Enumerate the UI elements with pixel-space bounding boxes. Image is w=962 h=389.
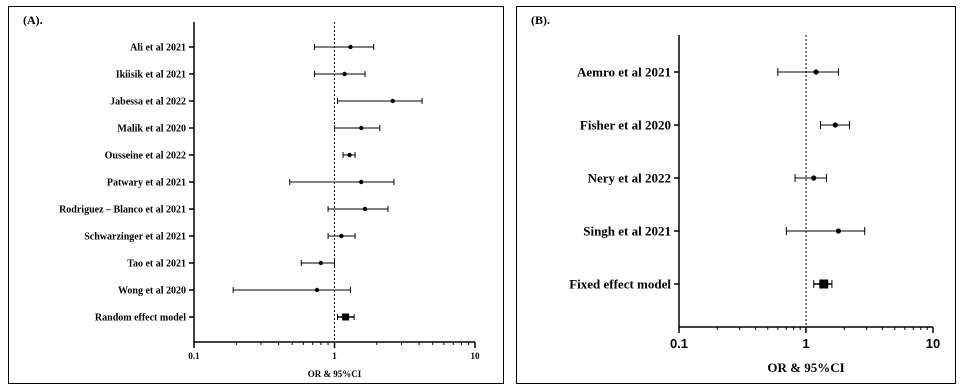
- study-label: Wong et al 2020: [118, 286, 186, 297]
- point-estimate-marker: [835, 228, 842, 234]
- point-estimate-marker: [359, 179, 364, 185]
- x-tick-label: 1: [802, 336, 809, 351]
- x-tick-label: 10: [471, 351, 481, 361]
- point-estimate-marker: [359, 125, 364, 131]
- study-label: Fisher et al 2020: [580, 118, 671, 133]
- panel-label: (A).: [23, 13, 43, 27]
- point-estimate-marker: [362, 206, 368, 212]
- forest-plot-panel-b: (B). 0.1 1 10 OR & 95%CI Aemro et al 2021 Fis…: [516, 6, 956, 384]
- x-tick-label: 10: [926, 336, 940, 351]
- point-estimate-marker: [347, 152, 352, 158]
- study-label: Malik et al 2020: [117, 124, 186, 135]
- panel-label: (B).: [531, 13, 550, 27]
- x-tick-label: 0.1: [670, 336, 688, 351]
- study-label: Singh et al 2021: [583, 224, 671, 239]
- study-label: Ikiisik et al 2021: [116, 70, 186, 81]
- study-label: Jabessa et al 2022: [110, 97, 186, 108]
- study-label: Tao et al 2021: [127, 259, 186, 270]
- forest-plot-b: 0.1 1 10 OR & 95%CI Aemro et al 2021 Fisher e…: [569, 35, 940, 375]
- study-label: Ousseine et al 2022: [105, 151, 186, 162]
- point-estimate-marker: [813, 69, 819, 75]
- pooled-estimate-marker: [342, 313, 350, 321]
- study-label: Patwary et al 2021: [107, 178, 186, 189]
- point-estimate-marker: [342, 71, 347, 77]
- study-label: Ali et al 2021: [130, 43, 186, 54]
- pooled-estimate-marker: [819, 279, 829, 289]
- point-estimate-marker: [314, 287, 320, 293]
- point-estimate-marker: [348, 44, 353, 50]
- point-estimate-marker: [390, 98, 396, 104]
- point-estimate-marker: [339, 233, 344, 239]
- x-axis-label: OR & 95%CI: [767, 360, 844, 375]
- study-label: Nery et al 2022: [588, 171, 671, 186]
- study-label: Schwarzinger et al 2021: [84, 232, 186, 243]
- point-estimate-marker: [832, 122, 838, 128]
- forest-plot-a: 0.1 1 10 OR & 95%CI Ali et al 2021 Ikiisik et…: [59, 22, 481, 379]
- point-estimate-marker: [318, 260, 324, 266]
- forest-plot-panel-a: (A). 0.1 1 10 OR & 95%CI Ali et al 2021 Ikiis…: [8, 6, 504, 384]
- x-tick-label: 0.1: [188, 351, 200, 361]
- x-tick-label: 1: [332, 351, 337, 361]
- study-label: Aemro et al 2021: [577, 65, 671, 80]
- point-estimate-marker: [811, 175, 817, 181]
- x-axis-label: OR & 95%CI: [308, 369, 362, 379]
- study-label: Rodriguez – Blanco et al 2021: [59, 205, 186, 216]
- study-label: Random effect model: [95, 313, 186, 324]
- study-label: Fixed effect model: [569, 277, 671, 292]
